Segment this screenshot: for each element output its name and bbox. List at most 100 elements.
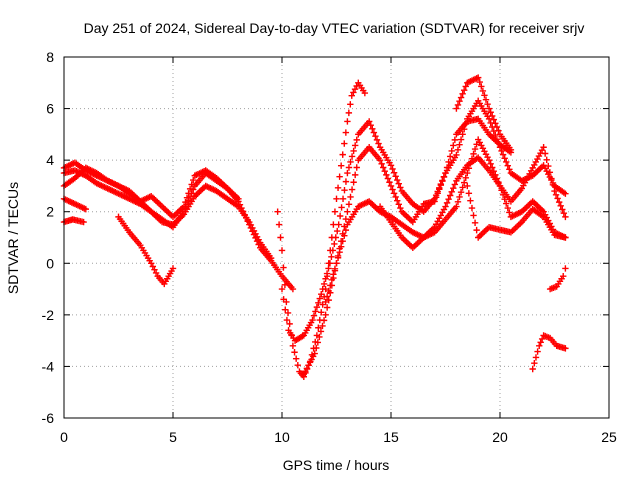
y-tick-label: 2 <box>46 204 54 220</box>
data-point <box>316 295 323 302</box>
data-point <box>545 162 552 170</box>
data-point <box>326 260 334 267</box>
data-point <box>468 204 476 212</box>
data-point <box>291 349 298 356</box>
data-point <box>560 272 567 280</box>
data-point <box>493 123 501 131</box>
data-point <box>489 164 496 171</box>
y-tick-label: -6 <box>42 410 55 426</box>
data-point <box>446 153 454 160</box>
data-point <box>431 198 438 205</box>
data-point <box>316 333 323 341</box>
data-point <box>397 184 404 191</box>
data-point <box>457 136 465 143</box>
data-point <box>471 145 479 153</box>
data-point <box>185 197 192 204</box>
data-point <box>454 198 462 205</box>
data-point <box>330 271 337 278</box>
data-point <box>562 213 569 221</box>
data-point <box>323 293 331 300</box>
data-point <box>313 303 321 311</box>
data-point <box>336 249 343 256</box>
data-point <box>335 221 342 228</box>
data-point <box>562 234 569 241</box>
data-point <box>289 342 297 349</box>
data-point <box>347 193 354 201</box>
data-point <box>334 227 341 235</box>
data-point <box>394 176 401 184</box>
data-point <box>440 173 448 181</box>
data-point <box>253 237 261 245</box>
data-point <box>456 98 463 105</box>
data-point <box>459 131 466 138</box>
data-point <box>501 155 508 162</box>
data-point <box>317 328 325 335</box>
data-point <box>281 281 289 288</box>
data-point <box>255 241 262 248</box>
data-point <box>348 153 356 160</box>
data-point <box>392 193 399 201</box>
data-point <box>247 224 255 232</box>
data-point <box>482 96 490 103</box>
data-point <box>465 190 473 197</box>
data-point <box>395 180 402 187</box>
data-point <box>473 226 480 234</box>
data-point <box>434 190 441 197</box>
data-point <box>344 208 351 215</box>
data-point <box>498 187 505 194</box>
data-point <box>467 160 474 167</box>
data-point <box>390 169 398 176</box>
data-point <box>442 203 449 210</box>
data-point <box>453 151 460 159</box>
series-track-n <box>529 332 569 373</box>
data-point <box>384 175 392 182</box>
data-point <box>490 116 497 123</box>
data-point <box>493 175 501 182</box>
y-tick-label: 4 <box>46 152 54 168</box>
data-point <box>334 254 342 261</box>
data-point <box>457 94 465 101</box>
data-point <box>485 115 493 123</box>
data-point <box>504 162 511 169</box>
y-tick-label: -2 <box>42 307 55 323</box>
data-point <box>454 146 462 154</box>
data-point <box>339 237 346 245</box>
data-point <box>383 171 390 179</box>
data-point <box>318 309 325 316</box>
data-point <box>506 166 513 173</box>
data-point <box>387 162 395 169</box>
data-point <box>531 360 538 367</box>
data-point <box>337 243 345 250</box>
data-point <box>311 350 318 357</box>
data-point <box>318 291 325 298</box>
data-point <box>541 150 549 157</box>
data-point <box>495 179 502 186</box>
data-point <box>549 181 557 189</box>
data-point <box>451 136 459 144</box>
data-point <box>350 147 357 155</box>
data-point <box>336 212 344 220</box>
data-point <box>445 195 452 203</box>
data-point <box>373 136 381 144</box>
data-point <box>451 181 459 188</box>
data-point <box>310 312 318 319</box>
data-point <box>332 234 339 241</box>
data-point <box>460 86 468 94</box>
data-point <box>294 361 302 369</box>
data-point <box>327 282 334 289</box>
data-point <box>235 198 242 205</box>
data-point <box>292 355 300 362</box>
data-point <box>465 165 473 172</box>
data-point <box>468 155 476 162</box>
data-point <box>381 167 388 175</box>
data-point <box>366 118 373 125</box>
data-point <box>501 195 508 203</box>
data-point <box>344 118 351 125</box>
data-point <box>476 78 483 86</box>
series-track-l <box>464 182 569 241</box>
data-point <box>338 204 345 211</box>
data-point <box>536 342 543 349</box>
data-point <box>313 344 320 352</box>
data-point <box>309 316 316 324</box>
